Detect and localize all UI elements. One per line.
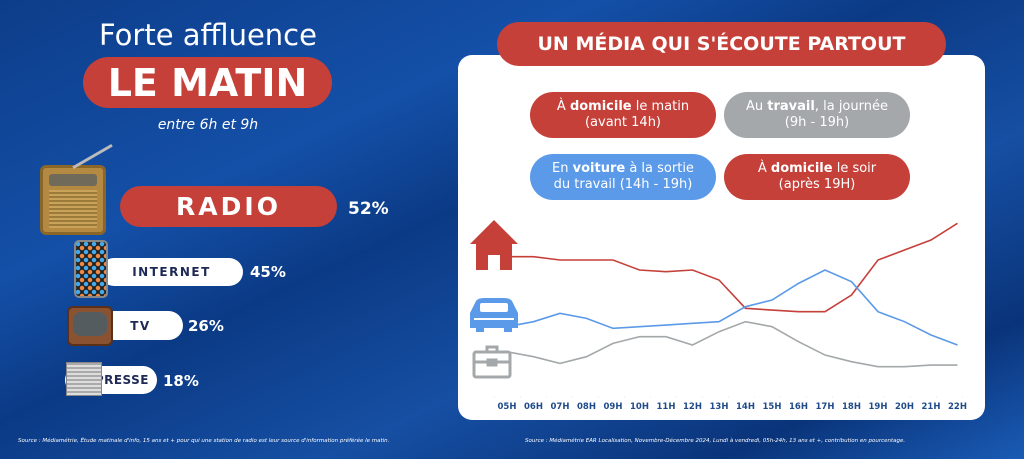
x-tick-label: 06H [524,402,543,412]
series-line-work [506,320,958,368]
x-tick-label: 16H [789,402,808,412]
briefcase-icon [472,345,512,379]
x-tick-label: 10H [630,402,649,412]
internet-value: 45% [250,263,286,281]
radio-bar: RADIO [120,186,337,227]
x-tick-label: 08H [577,402,596,412]
series-line-car [506,269,958,346]
x-tick-label: 09H [604,402,623,412]
radio-value: 52% [348,199,389,219]
x-tick-label: 18H [842,402,861,412]
x-tick-label: 15H [763,402,782,412]
left-source: Source : Médiamétrie, Étude matinale d'i… [18,438,390,444]
legend-car: En voiture à la sortie du travail (14h - … [530,154,716,200]
highlight-pill: LE MATIN [83,57,332,108]
presse-label: PRESSE [94,373,149,387]
presse-value: 18% [163,372,199,390]
x-tick-label: 05H [498,402,517,412]
internet-label: INTERNET [132,265,211,279]
car-icon [470,298,518,332]
smartphone-icon [74,240,108,298]
x-tick-label: 07H [551,402,570,412]
x-tick-label: 20H [895,402,914,412]
legend-work-day: Au travail, la journée (9h - 19h) [724,92,910,138]
x-tick-label: 22H [948,402,967,412]
newspaper-icon [66,362,102,396]
legend-home-evening: À domicile le soir (après 19H) [724,154,910,200]
x-tick-label: 21H [922,402,941,412]
tv-value: 26% [188,317,224,335]
right-source: Source : Médiamétrie EAR Localisation, N… [525,438,906,444]
x-tick-label: 19H [869,402,888,412]
tv-icon [67,306,113,346]
subtitle: entre 6h et 9h [157,117,259,133]
internet-bar: INTERNET [100,258,243,286]
x-tick-label: 13H [710,402,729,412]
x-tick-label: 17H [816,402,835,412]
tv-label: TV [130,318,151,333]
legend-home-morning: À domicile le matin (avant 14h) [530,92,716,138]
x-tick-label: 12H [683,402,702,412]
house-icon [470,220,518,270]
series-line-home [507,222,958,313]
left-title: Forte affluence [99,18,317,52]
right-title: UN MÉDIA QUI S'ÉCOUTE PARTOUT [497,22,946,66]
x-tick-label: 11H [657,402,676,412]
radio-label: RADIO [176,192,281,221]
x-tick-label: 14H [736,402,755,412]
